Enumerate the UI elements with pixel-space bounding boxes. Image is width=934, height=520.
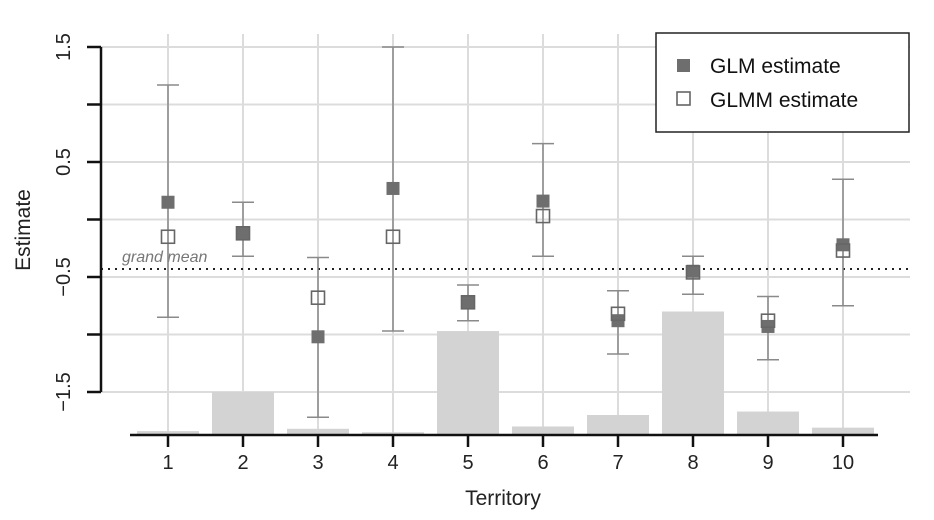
glm-point <box>311 330 325 344</box>
x-axis-ticks: 1 2 3 4 5 6 7 8 9 10 <box>162 435 854 474</box>
bar <box>587 415 649 435</box>
bar <box>362 432 424 435</box>
glmm-point <box>160 229 176 245</box>
x-tick-label: 7 <box>612 452 623 474</box>
glmm-point <box>760 313 776 329</box>
axes: 1.5 0.5 −0.5 −1.5 1 2 3 4 5 6 7 8 9 10 Territory Est… <box>12 33 878 510</box>
bar <box>212 392 274 435</box>
y-tick-label: −1.5 <box>53 372 75 411</box>
x-tick-label: 1 <box>162 452 173 474</box>
legend-glm-marker <box>677 59 690 72</box>
glm-point <box>536 194 550 208</box>
legend: GLM estimate GLMM estimate <box>655 32 910 133</box>
glmm-point <box>835 243 851 258</box>
y-axis-ticks: 1.5 0.5 −0.5 −1.5 <box>53 33 101 412</box>
bar <box>137 431 199 435</box>
legend-glmm-label: GLMM estimate <box>710 89 858 112</box>
y-tick-label: 1.5 <box>53 33 75 61</box>
bar <box>662 311 724 435</box>
glmm-point <box>535 208 551 224</box>
glmm-point <box>610 306 626 322</box>
legend-glm-label: GLM estimate <box>710 55 841 78</box>
bar <box>812 427 874 435</box>
x-tick-label: 5 <box>462 452 473 474</box>
y-tick-label: 0.5 <box>53 148 75 176</box>
glm-point <box>461 295 475 309</box>
x-tick-label: 10 <box>832 452 854 474</box>
glmm-point <box>310 290 326 306</box>
y-tick-label: −0.5 <box>53 257 75 296</box>
x-axis-title: Territory <box>465 487 541 510</box>
x-tick-label: 4 <box>387 452 398 474</box>
glm-point <box>386 181 400 195</box>
glmm-point <box>460 294 476 310</box>
bar <box>512 426 574 435</box>
glmm-point <box>235 226 251 241</box>
bar-layer <box>137 311 874 435</box>
legend-glmm-marker <box>676 91 691 106</box>
y-axis-title: Estimate <box>12 189 35 271</box>
bar <box>437 331 499 435</box>
reference-line-group: grand mean <box>101 249 912 270</box>
bar <box>737 411 799 435</box>
glm-point <box>236 226 250 240</box>
x-tick-label: 2 <box>237 452 248 474</box>
x-tick-label: 3 <box>312 452 323 474</box>
bar <box>287 428 349 435</box>
point-layer <box>160 181 851 344</box>
glm-point <box>686 264 700 278</box>
glmm-point <box>385 229 401 245</box>
x-tick-label: 9 <box>762 452 773 474</box>
x-tick-label: 8 <box>687 452 698 474</box>
grand-mean-label: grand mean <box>122 249 207 266</box>
legend-box <box>655 32 910 133</box>
glmm-point <box>685 265 701 280</box>
x-tick-label: 6 <box>537 452 548 474</box>
glm-point <box>161 195 175 209</box>
